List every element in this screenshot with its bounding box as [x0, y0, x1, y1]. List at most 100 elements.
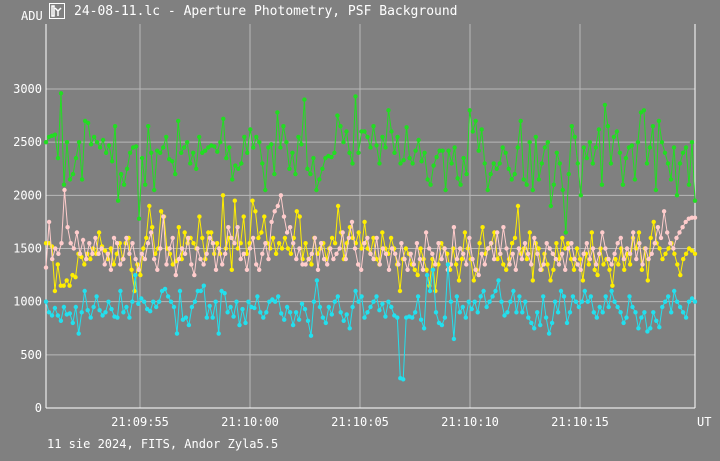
- chart-icon[interactable]: [49, 3, 65, 19]
- data-point-3: [43, 299, 49, 304]
- data-point-1: [592, 267, 597, 272]
- data-point-1: [256, 235, 261, 241]
- data-point-3: [79, 310, 84, 315]
- data-point-2: [71, 246, 77, 251]
- data-point-3: [660, 304, 665, 310]
- data-point-3: [332, 299, 337, 304]
- data-point-3: [457, 310, 462, 315]
- data-point-2: [65, 225, 70, 230]
- data-point-3: [672, 288, 677, 294]
- data-point-2: [179, 246, 185, 251]
- data-point-3: [642, 310, 647, 315]
- data-point-3: [591, 310, 596, 315]
- data-point-2: [457, 246, 463, 251]
- data-point-3: [609, 288, 614, 294]
- data-point-0: [596, 127, 602, 132]
- data-point-2: [130, 241, 135, 246]
- data-point-0: [410, 161, 415, 166]
- data-point-0: [335, 113, 340, 118]
- data-point-2: [275, 203, 280, 209]
- data-point-3: [567, 310, 573, 315]
- data-point-3: [356, 299, 361, 304]
- data-point-0: [581, 145, 586, 150]
- data-point-2: [102, 262, 107, 267]
- footer-info: 11 sie 2024, FITS, Andor Zyla5.5: [47, 437, 279, 451]
- data-point-1: [285, 246, 291, 251]
- data-point-2: [439, 256, 444, 262]
- data-point-3: [326, 304, 331, 310]
- data-point-2: [491, 256, 497, 262]
- data-point-1: [456, 278, 462, 283]
- data-point-3: [168, 299, 174, 304]
- y-tick-label: 1500: [13, 242, 42, 256]
- data-point-3: [460, 304, 465, 310]
- data-point-3: [347, 326, 352, 331]
- data-point-2: [476, 272, 481, 278]
- data-point-2: [464, 262, 469, 267]
- data-point-2: [430, 251, 435, 256]
- data-point-3: [558, 288, 564, 294]
- data-point-0: [620, 182, 626, 187]
- data-point-0: [164, 134, 169, 140]
- data-point-0: [443, 187, 448, 193]
- data-point-3: [648, 326, 653, 331]
- data-point-0: [449, 161, 454, 166]
- data-point-0: [548, 203, 553, 209]
- data-point-3: [579, 299, 585, 304]
- data-point-1: [96, 230, 102, 235]
- data-point-1: [73, 275, 78, 280]
- data-point-0: [521, 177, 526, 182]
- data-point-2: [121, 256, 126, 262]
- data-point-0: [572, 134, 577, 140]
- data-point-2: [226, 225, 231, 230]
- data-point-1: [515, 203, 521, 209]
- data-point-2: [321, 256, 327, 262]
- data-point-2: [535, 251, 540, 256]
- data-point-0: [362, 129, 367, 134]
- data-point-0: [158, 150, 163, 155]
- data-point-3: [67, 311, 73, 316]
- data-point-0: [329, 154, 334, 160]
- data-point-3: [636, 326, 641, 331]
- data-point-0: [55, 155, 61, 161]
- data-point-1: [138, 272, 143, 278]
- data-point-3: [121, 310, 126, 315]
- data-point-3: [627, 294, 632, 299]
- data-point-0: [587, 140, 592, 145]
- data-point-2: [186, 235, 191, 241]
- data-point-0: [512, 171, 517, 177]
- data-point-1: [675, 262, 680, 267]
- data-point-2: [232, 241, 237, 246]
- x-tick-label: 21:10:05: [331, 415, 389, 429]
- data-point-3: [338, 310, 343, 315]
- data-point-1: [509, 241, 515, 246]
- data-point-2: [198, 256, 203, 262]
- data-point-3: [243, 320, 248, 326]
- data-point-2: [139, 251, 144, 256]
- data-point-3: [317, 304, 323, 310]
- data-point-3: [353, 288, 358, 294]
- data-point-0: [185, 140, 190, 145]
- data-point-0: [518, 118, 523, 124]
- data-point-1: [232, 198, 237, 203]
- data-point-2: [581, 251, 586, 256]
- data-point-1: [462, 230, 468, 235]
- data-point-2: [303, 262, 308, 267]
- data-point-2: [563, 267, 568, 272]
- data-point-3: [198, 288, 203, 294]
- data-point-2: [529, 262, 534, 267]
- data-point-0: [94, 140, 100, 145]
- data-point-1: [471, 278, 476, 283]
- data-point-3: [686, 299, 692, 304]
- data-point-0: [593, 145, 598, 150]
- data-point-2: [683, 219, 688, 225]
- data-point-3: [204, 315, 209, 320]
- data-point-3: [305, 318, 311, 323]
- data-point-3: [320, 315, 326, 320]
- data-point-2: [127, 251, 132, 256]
- data-point-2: [241, 251, 246, 256]
- data-point-0: [434, 154, 439, 160]
- data-point-1: [639, 267, 645, 272]
- data-point-2: [640, 262, 645, 267]
- data-point-3: [395, 315, 400, 320]
